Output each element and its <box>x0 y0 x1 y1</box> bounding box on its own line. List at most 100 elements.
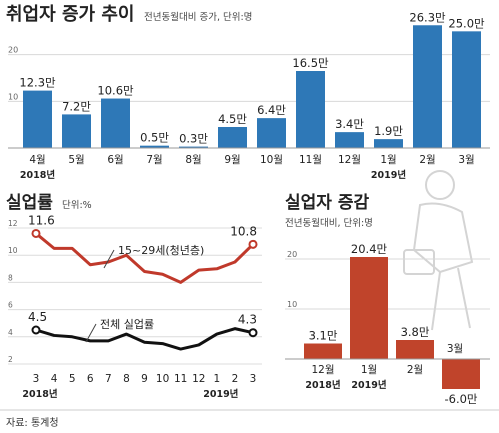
unemployment-rate-year-label: 2019년 <box>203 388 238 400</box>
unemployment-rate-series-leader <box>85 323 97 343</box>
employment-ytick-label: 10 <box>8 92 18 101</box>
unemployed-change-category-label: 1월 <box>361 364 377 376</box>
unemployed-change-chart: 실업자 증감 전년동월대비, 단위:명 20 10 3.1만 12월 20.4만 1월 3.… <box>285 193 490 406</box>
unemployment-rate-chart: 실업률 단위:% 12 10 8 6 4 2 11.6 10.8 15~29세(청년층) 4.5 4… <box>6 193 262 400</box>
employment-category-label: 9월 <box>224 154 240 166</box>
unemployed-change-ytick-label: 10 <box>287 300 297 309</box>
employment-category-label: 7월 <box>146 154 162 166</box>
unemployment-rate-series-label: 15~29세(청년층) <box>118 244 204 257</box>
unemployment-rate-line <box>35 327 254 351</box>
unemployment-rate-ytick-label: 8 <box>8 273 13 282</box>
employment-bars <box>23 25 481 149</box>
unemployment-rate-endpoint <box>248 328 258 338</box>
unemployed-change-bar <box>350 257 388 359</box>
employment-bar <box>140 145 169 148</box>
unemployment-rate-endpoint <box>248 239 258 249</box>
employment-value-label: 16.5만 <box>292 56 329 70</box>
unemployment-rate-xtick-label: 9 <box>141 373 148 385</box>
unemployed-change-value-label: 3.1만 <box>309 329 338 343</box>
unemployed-change-bar <box>442 359 480 389</box>
employment-bar <box>101 98 130 148</box>
unemployment-rate-xtick-label: 3 <box>250 373 257 385</box>
unemployed-change-bar <box>304 343 342 359</box>
employment-category-label: 2월 <box>419 154 435 166</box>
employment-value-label: 10.6만 <box>97 84 134 98</box>
unemployment-rate-ytick-label: 6 <box>8 301 13 310</box>
employment-category-label: 3월 <box>458 154 474 166</box>
employment-year-label: 2019년 <box>371 169 406 181</box>
employment-value-label: 6.4만 <box>257 103 286 117</box>
unemployed-change-category-label: 12월 <box>311 364 334 376</box>
unemployment-rate-end-label: 4.3 <box>238 313 257 327</box>
unemployment-rate-xtick-label: 11 <box>174 373 187 385</box>
employment-value-label: 26.3만 <box>409 10 446 24</box>
unemployment-rate-start-label: 11.6 <box>28 213 55 227</box>
unemployed-change-category-label: 3월 <box>447 343 463 355</box>
unemployment-rate-subtitle: 단위:% <box>62 199 92 211</box>
unemployed-change-value-label: 20.4만 <box>351 242 388 256</box>
unemployment-rate-year-label: 2018년 <box>22 388 57 400</box>
unemployed-change-value-label: 3.8만 <box>401 325 430 339</box>
employment-chart-title: 취업자 증가 추이 <box>6 4 134 25</box>
employment-bar <box>296 71 325 148</box>
unemployment-rate-endpoint <box>31 325 41 335</box>
unemployed-change-bar <box>396 340 434 359</box>
employment-bar <box>257 118 286 148</box>
employment-gridlines <box>8 54 490 102</box>
unemployment-rate-line <box>35 232 255 284</box>
unemployment-rate-xtick-label: 4 <box>51 373 58 385</box>
unemployment-rate-end-label: 10.8 <box>230 224 257 238</box>
source-note: 자료: 통계청 <box>6 417 59 429</box>
unemployment-rate-ytick-label: 10 <box>8 246 18 255</box>
unemployment-rate-xtick-label: 3 <box>33 373 40 385</box>
unemployment-rate-xtick-label: 6 <box>87 373 94 385</box>
employment-chart-subtitle: 전년동월대비 증가, 단위:명 <box>144 11 252 23</box>
unemployment-rate-series-leader <box>103 249 115 269</box>
employment-bar <box>374 139 403 148</box>
employment-value-label: 12.3만 <box>19 76 56 90</box>
employment-bar <box>413 25 442 149</box>
unemployed-change-year-label: 2019년 <box>351 379 386 391</box>
unemployment-rate-title: 실업률 <box>6 193 53 213</box>
unemployment-rate-endpoint <box>31 228 41 238</box>
unemployment-rate-xtick-label: 1 <box>213 373 220 385</box>
unemployed-change-labels: 20 10 3.1만 12월 20.4만 1월 3.8만 2월 -6.0만 3월 2018년 2019… <box>287 242 478 406</box>
employment-category-label: 6월 <box>107 154 123 166</box>
unemployment-rate-labels: 12 10 8 6 4 2 11.6 10.8 15~29세(청년층) 4.5 4.3 전체 실업률 3… <box>8 213 257 400</box>
employment-bar <box>23 90 52 148</box>
unemployed-change-bars <box>304 257 480 389</box>
unemployed-change-value-label: -6.0만 <box>444 392 477 406</box>
unemployment-rate-series <box>31 228 258 351</box>
employment-value-label: 0.3만 <box>179 132 208 146</box>
employment-bar <box>62 114 91 148</box>
employment-value-label: 25.0만 <box>448 16 485 30</box>
employment-bar <box>452 31 481 148</box>
unemployment-rate-xtick-label: 10 <box>156 373 169 385</box>
unemployment-rate-series-label: 전체 실업률 <box>100 318 154 331</box>
unemployment-rate-ytick-label: 2 <box>8 355 13 364</box>
unemployed-change-category-label: 2월 <box>407 364 423 376</box>
employment-category-label: 5월 <box>68 154 84 166</box>
employment-value-label: 3.4만 <box>335 117 364 131</box>
employment-value-label: 7.2만 <box>62 99 91 113</box>
employment-category-label: 10월 <box>260 154 283 166</box>
employment-category-label: 11월 <box>299 154 322 166</box>
unemployment-rate-xtick-label: 12 <box>192 373 205 385</box>
employment-category-label: 12월 <box>338 154 361 166</box>
employment-year-label: 2018년 <box>20 169 55 181</box>
unemployment-rate-start-label: 4.5 <box>28 310 47 324</box>
unemployed-change-year-label: 2018년 <box>305 379 340 391</box>
background-decoration <box>403 170 474 331</box>
unemployed-change-title: 실업자 증감 <box>285 193 369 213</box>
employment-bar <box>335 132 364 148</box>
employment-value-label: 4.5만 <box>218 112 247 126</box>
employment-value-label: 0.5만 <box>140 131 169 145</box>
employment-category-label: 1월 <box>380 154 396 166</box>
employment-bar <box>179 146 208 148</box>
unemployment-rate-xtick-label: 5 <box>69 373 76 385</box>
employment-bar <box>218 127 247 148</box>
unemployment-rate-xtick-label: 8 <box>123 373 130 385</box>
